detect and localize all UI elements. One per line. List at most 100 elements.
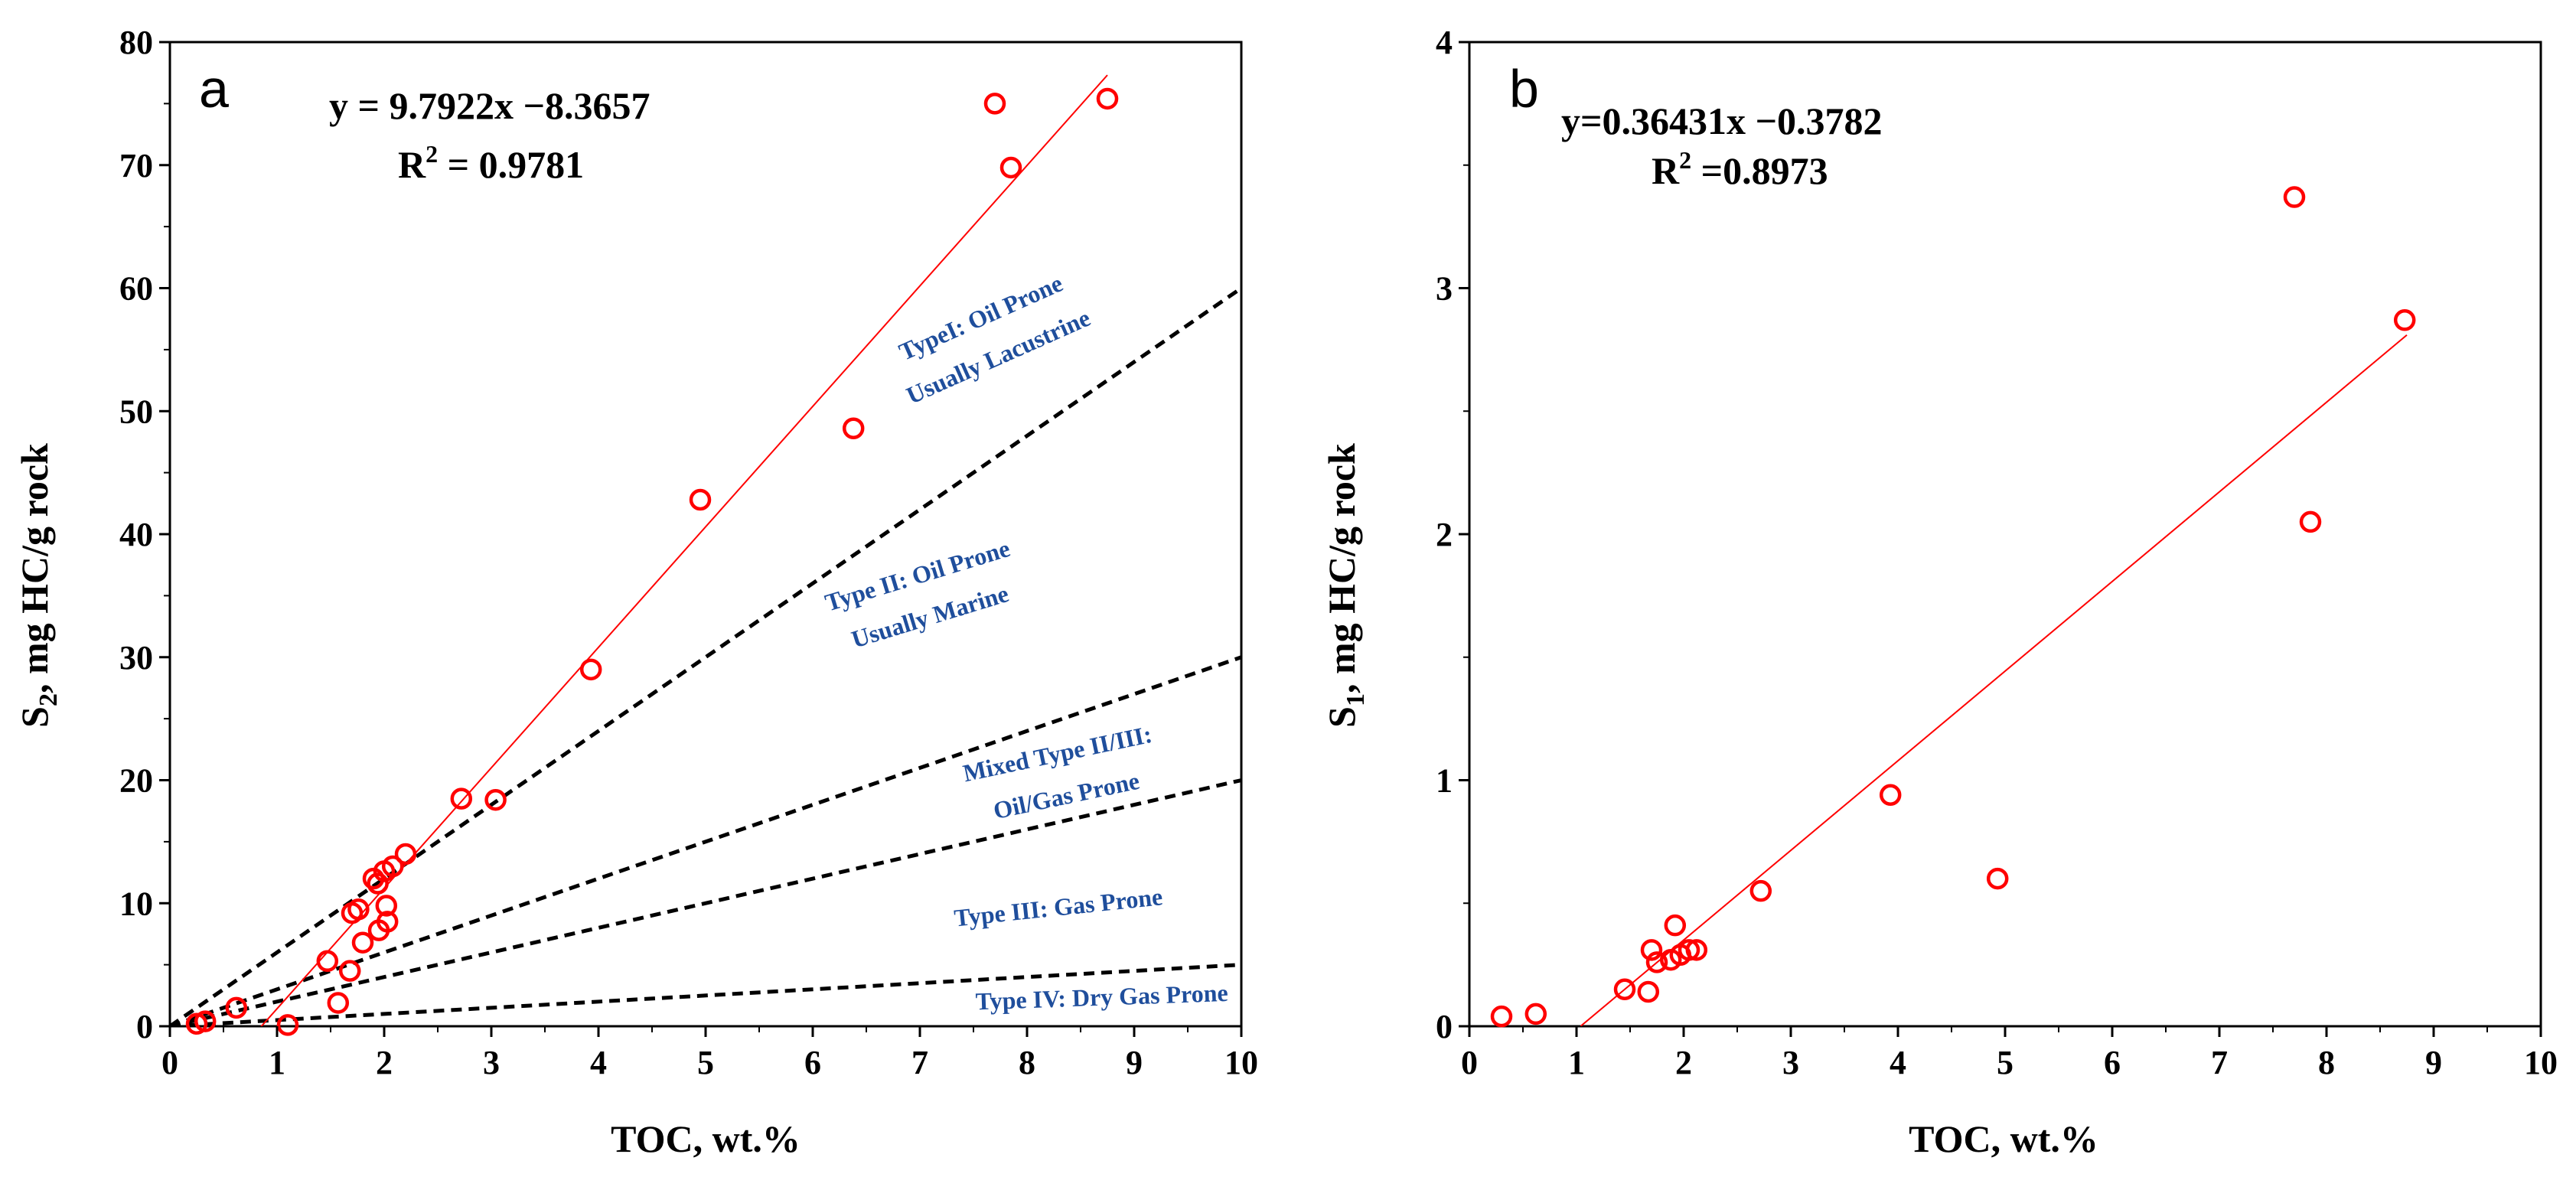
type-iv-label: Type IV: Dry Gas Prone xyxy=(975,979,1228,1015)
data-point xyxy=(1664,914,1687,937)
x-tick-label: 9 xyxy=(1126,1044,1143,1081)
panel-a-zone-labels: TypeI: Oil ProneUsually Lacustrine Type I… xyxy=(822,265,1228,1015)
x-tick-label: 9 xyxy=(2425,1044,2442,1081)
data-point xyxy=(2299,510,2322,533)
panel-b-equation: y=0.36431x −0.3782 xyxy=(1561,99,1882,142)
panel-a-y-axis-title: S2, mg HC/g rock xyxy=(13,443,63,728)
x-tick-label: 8 xyxy=(2318,1044,2335,1081)
x-tick-label: 10 xyxy=(2524,1044,2558,1081)
y-tick-label: 50 xyxy=(119,393,153,430)
data-point xyxy=(276,1014,299,1036)
regression-line xyxy=(1580,334,2408,1026)
data-point xyxy=(842,417,865,440)
data-point xyxy=(367,872,389,895)
type-iii-label: Type III: Gas Prone xyxy=(953,882,1164,931)
data-point xyxy=(484,788,507,811)
data-point xyxy=(1879,784,1902,807)
panel-b-x-ticks: 0 1 2 3 4 5 6 7 8 9 10 xyxy=(1461,1026,2558,1081)
y-tick-label: 0 xyxy=(136,1008,153,1045)
x-tick-label: 5 xyxy=(1997,1044,2014,1081)
x-tick-label: 4 xyxy=(1890,1044,1906,1081)
data-point xyxy=(338,960,361,982)
panel-b-y-ticks: 0 1 2 3 4 xyxy=(1436,24,1469,1045)
data-point xyxy=(450,787,473,810)
panel-a-chart: TypeI: Oil ProneUsually Lacustrine Type I… xyxy=(13,24,1258,1160)
panel-a-r2: R2 = 0.9781 xyxy=(398,140,584,186)
mixed-type-label: Mixed Type II/III:Oil/Gas Prone xyxy=(960,720,1163,829)
y-tick-label: 1 xyxy=(1436,762,1453,800)
panel-b-r2: R2 =0.8973 xyxy=(1652,146,1828,192)
y-tick-label: 80 xyxy=(119,24,153,61)
data-point xyxy=(983,93,1006,115)
data-point xyxy=(2283,186,2306,208)
y-tick-label: 3 xyxy=(1436,270,1453,308)
data-point xyxy=(351,931,374,954)
y-tick-label: 70 xyxy=(119,147,153,184)
data-point xyxy=(689,488,712,511)
x-tick-label: 8 xyxy=(1019,1044,1035,1081)
data-point xyxy=(375,895,398,917)
x-tick-label: 2 xyxy=(1675,1044,1692,1081)
data-point xyxy=(579,658,602,681)
data-point xyxy=(1524,1003,1547,1025)
y-tick-label: 20 xyxy=(119,762,153,800)
x-tick-label: 10 xyxy=(1224,1044,1258,1081)
type-ii-label: Type II: Oil ProneUsually Marine xyxy=(822,534,1026,657)
panel-a-letter: a xyxy=(199,59,229,119)
x-tick-label: 3 xyxy=(1782,1044,1799,1081)
y-tick-label: 40 xyxy=(119,516,153,553)
data-point xyxy=(2393,309,2416,331)
data-point xyxy=(316,950,339,973)
data-point xyxy=(1637,980,1660,1003)
x-tick-label: 6 xyxy=(804,1044,821,1081)
x-tick-label: 0 xyxy=(161,1044,178,1081)
y-tick-label: 4 xyxy=(1436,24,1453,61)
y-tick-label: 10 xyxy=(119,885,153,922)
type-i-label: TypeI: Oil ProneUsually Lacustrine xyxy=(885,265,1094,409)
x-tick-label: 1 xyxy=(1568,1044,1585,1081)
x-tick-label: 5 xyxy=(697,1044,714,1081)
x-tick-label: 0 xyxy=(1461,1044,1478,1081)
x-tick-label: 3 xyxy=(483,1044,500,1081)
data-point xyxy=(394,843,417,866)
panel-a-x-axis-title: TOC, wt.% xyxy=(611,1117,801,1160)
data-point xyxy=(225,996,248,1019)
data-point xyxy=(1678,939,1700,961)
data-point xyxy=(1685,939,1708,961)
y-tick-label: 0 xyxy=(1436,1008,1453,1045)
x-tick-label: 2 xyxy=(376,1044,393,1081)
data-point xyxy=(1096,87,1119,110)
data-point xyxy=(1490,1005,1513,1028)
panel-b-points xyxy=(1490,186,2416,1028)
y-tick-label: 30 xyxy=(119,639,153,677)
panel-a-plot-frame xyxy=(168,41,1243,1028)
data-point xyxy=(999,156,1022,179)
panel-b-y-axis-title: S1, mg HC/g rock xyxy=(1320,443,1370,728)
data-point xyxy=(194,1010,217,1032)
data-point xyxy=(376,911,399,933)
panel-a-points xyxy=(185,87,1119,1036)
panel-a-x-ticks: 0 1 2 3 4 5 6 7 8 9 10 xyxy=(161,1026,1258,1081)
panel-b-x-axis-title: TOC, wt.% xyxy=(1909,1117,2098,1160)
type-iii-boundary xyxy=(170,778,1241,1026)
data-point xyxy=(347,898,370,921)
data-point xyxy=(1645,951,1668,973)
y-tick-label: 60 xyxy=(119,270,153,308)
type-iii-iv-boundary xyxy=(170,963,1241,1026)
data-point xyxy=(1749,879,1772,902)
data-point xyxy=(1986,867,2009,890)
panel-b-letter: b xyxy=(1509,59,1539,119)
x-tick-label: 7 xyxy=(911,1044,928,1081)
y-tick-label: 2 xyxy=(1436,516,1453,553)
panel-a-y-ticks: 0 10 20 30 40 50 60 70 80 xyxy=(119,24,170,1045)
x-tick-label: 6 xyxy=(2104,1044,2121,1081)
x-tick-label: 7 xyxy=(2211,1044,2228,1081)
panel-b-regression xyxy=(1580,334,2408,1026)
data-point xyxy=(1640,939,1663,961)
type-ii-iii-boundary xyxy=(170,655,1241,1026)
x-tick-label: 4 xyxy=(590,1044,607,1081)
data-point xyxy=(327,992,350,1014)
panel-a-equation: y = 9.7922x −8.3657 xyxy=(329,84,650,127)
